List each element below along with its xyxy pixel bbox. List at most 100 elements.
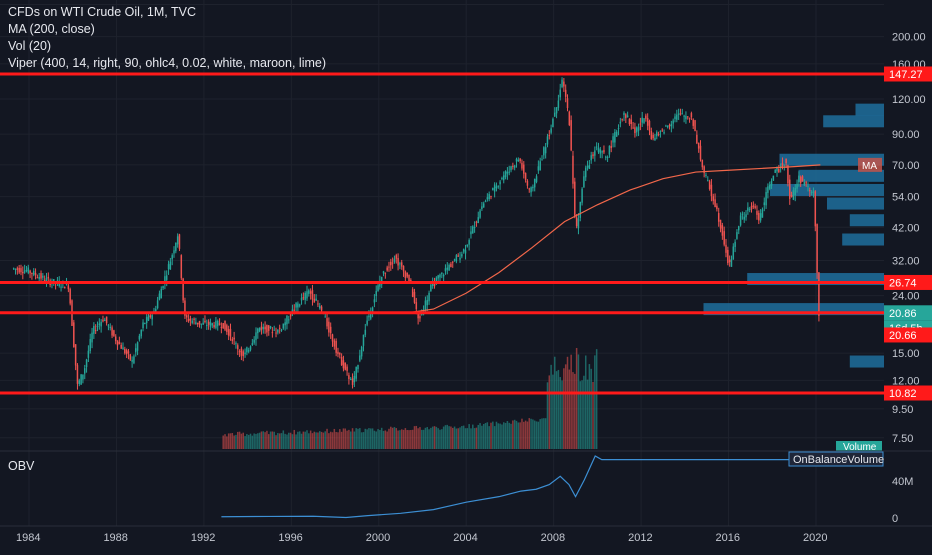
candle-body — [43, 279, 46, 282]
candle-body — [579, 201, 582, 218]
candle-body — [492, 188, 494, 191]
volume-bar — [317, 432, 319, 449]
candle-body — [688, 117, 691, 119]
volume-bar — [306, 430, 308, 449]
candle-body — [626, 115, 629, 118]
candle-body — [577, 218, 580, 229]
candle-body — [339, 352, 341, 355]
candle-body — [91, 332, 93, 343]
candle-body — [411, 289, 414, 297]
candle-body — [366, 320, 368, 325]
candle-body — [681, 113, 684, 115]
candle-body — [284, 322, 286, 326]
volume-bar — [592, 381, 594, 449]
price-tag-bg — [884, 385, 932, 401]
volume-bar — [382, 430, 385, 449]
volume-bar — [493, 426, 496, 449]
candle-body — [85, 359, 88, 368]
candle-body — [554, 112, 556, 117]
candle-body — [195, 322, 197, 325]
candle-body — [36, 277, 39, 279]
candle-body — [610, 145, 612, 149]
candle-body — [694, 120, 696, 132]
volume-bar — [574, 373, 576, 449]
volume-bar — [486, 422, 489, 449]
price-tick-label: 9.50 — [892, 404, 913, 416]
candle-body — [734, 241, 736, 247]
volume-bar — [364, 428, 367, 449]
candle-body — [526, 180, 529, 186]
candle-body — [355, 366, 357, 379]
candle-body — [477, 217, 479, 224]
candle-body — [708, 181, 711, 190]
candle-body — [186, 315, 188, 318]
candle-body — [794, 187, 796, 196]
volume-bar — [544, 418, 547, 449]
candle-body — [747, 207, 749, 211]
candle-body — [677, 113, 680, 115]
volume-bar — [508, 422, 510, 449]
candle-body — [433, 282, 436, 287]
candle-body — [60, 286, 62, 288]
candle-body — [539, 161, 541, 171]
volume-bar — [400, 429, 403, 449]
candle-body — [133, 356, 135, 364]
candle-body — [699, 145, 702, 160]
candle-body — [637, 126, 640, 131]
candle-body — [164, 276, 166, 284]
candle-body — [727, 249, 729, 264]
candle-body — [748, 208, 751, 210]
candle-body — [415, 302, 418, 310]
candle-body — [189, 318, 192, 321]
candle-body — [362, 334, 365, 346]
candle-body — [20, 268, 22, 273]
volume-bar — [524, 420, 527, 449]
price-tag: 147.27 — [889, 69, 923, 81]
volume-bar — [532, 419, 534, 449]
volume-bar — [229, 433, 232, 449]
candle-body — [160, 289, 163, 299]
volume-bar — [477, 424, 479, 449]
candle-body — [707, 180, 709, 182]
volume-bar — [457, 428, 459, 449]
candle-body — [267, 325, 270, 331]
candle-body — [346, 366, 348, 371]
candle-body — [758, 213, 760, 221]
candle-body — [233, 337, 235, 340]
candle-body — [178, 234, 181, 249]
candle-body — [645, 115, 647, 119]
candle-body — [16, 268, 19, 270]
candle-body — [390, 261, 392, 266]
candle-body — [455, 255, 458, 262]
candle-body — [772, 175, 775, 181]
candle-body — [404, 271, 407, 278]
candle-body — [457, 255, 459, 257]
obv-pane-label[interactable]: OBV — [8, 459, 35, 473]
candle-body — [393, 258, 396, 263]
candle-body — [444, 268, 447, 272]
time-tick-label: 2012 — [628, 532, 652, 544]
candle-body — [750, 205, 753, 210]
candle-body — [391, 262, 394, 264]
candle-body — [424, 300, 427, 310]
legend-title[interactable]: CFDs on WTI Crude Oil, 1M, TVC — [8, 5, 196, 19]
volume-bar — [313, 431, 316, 449]
legend-vol[interactable]: Vol (20) — [8, 39, 52, 53]
candle-body — [792, 190, 795, 200]
candle-body — [550, 128, 552, 133]
volume-bar — [351, 428, 354, 449]
volume-bar — [258, 432, 261, 449]
candle-body — [382, 271, 385, 274]
volume-bar — [461, 426, 463, 449]
candle-body — [712, 196, 715, 201]
candle-body — [156, 300, 159, 309]
candle-body — [266, 325, 268, 333]
candle-body — [204, 320, 206, 323]
candle-body — [548, 134, 551, 137]
legend-ma[interactable]: MA (200, close) — [8, 22, 95, 36]
legend-viper[interactable]: Viper (400, 14, right, 90, ohlc4, 0.02, … — [8, 56, 326, 70]
candle-body — [23, 270, 26, 273]
volume-tag-bg — [836, 441, 882, 451]
candle-body — [621, 118, 623, 120]
